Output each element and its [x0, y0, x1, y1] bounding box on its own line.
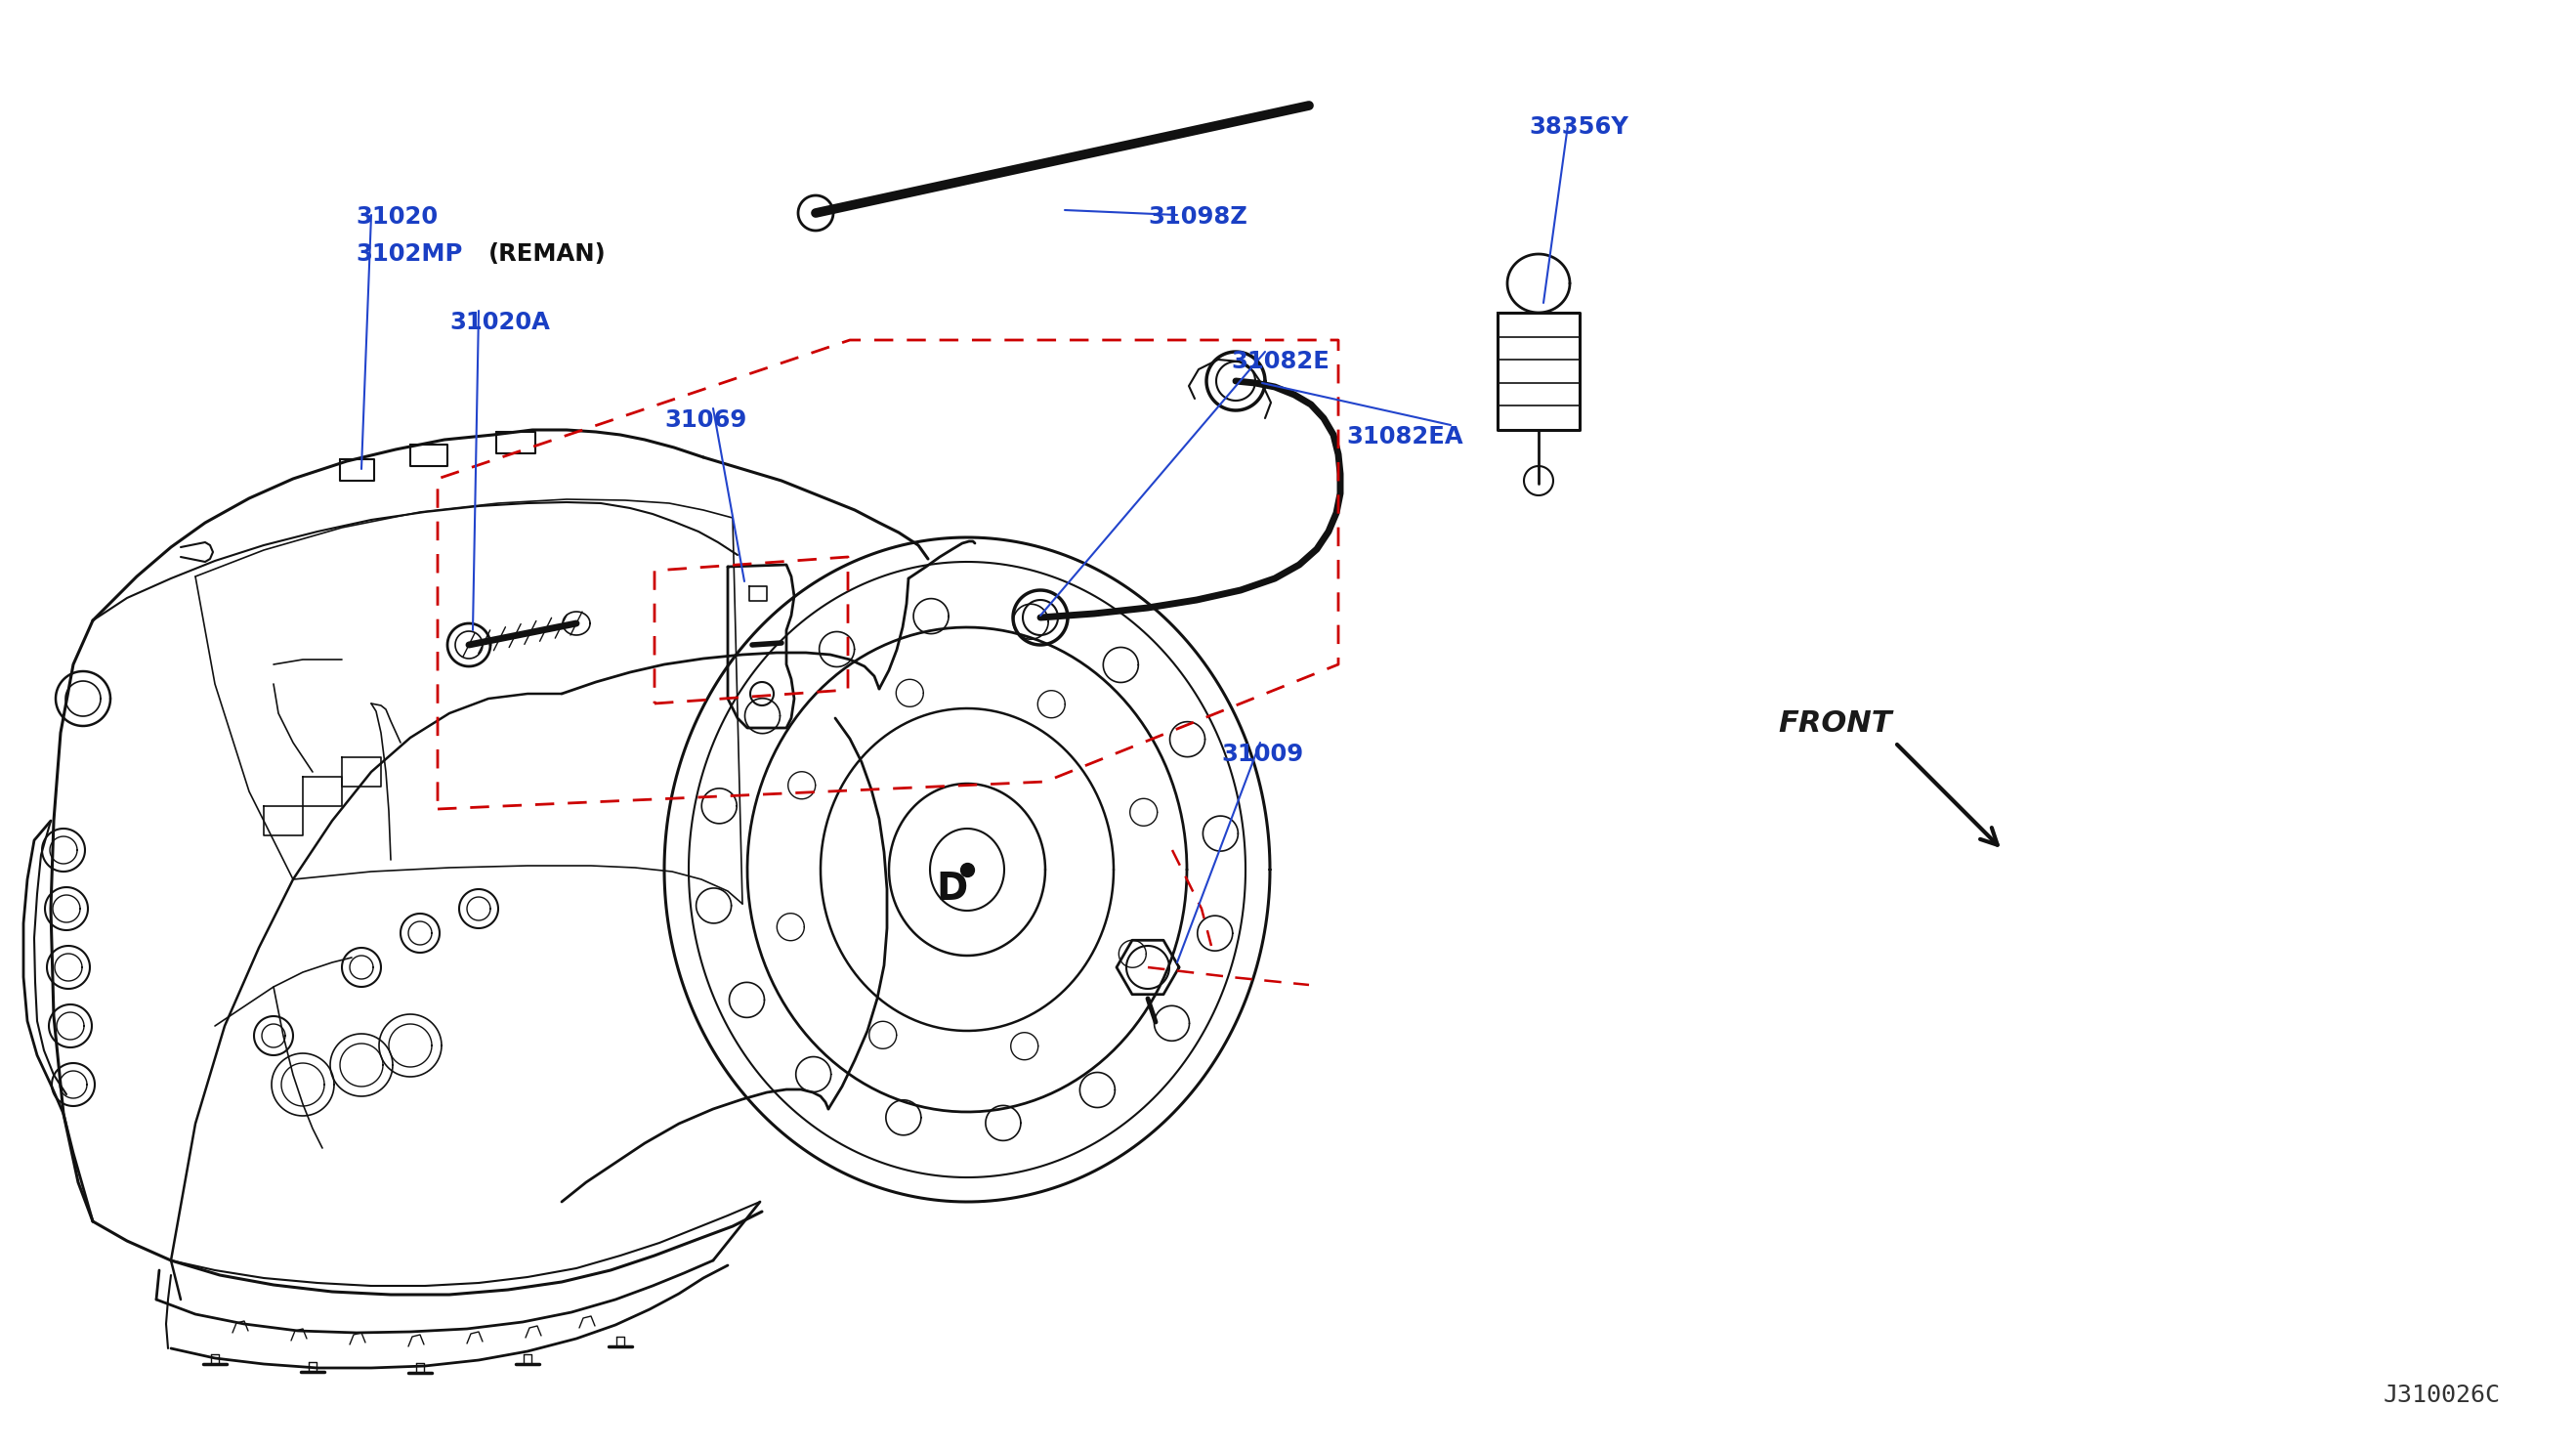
Text: 31020: 31020 [355, 206, 438, 229]
Text: 31082E: 31082E [1231, 349, 1329, 373]
Text: 31069: 31069 [665, 409, 747, 432]
Text: (REMAN): (REMAN) [489, 242, 605, 265]
Text: FRONT: FRONT [1777, 709, 1891, 737]
Text: 38356Y: 38356Y [1528, 116, 1628, 139]
Text: J310026C: J310026C [2383, 1383, 2501, 1406]
Text: 31098Z: 31098Z [1149, 206, 1247, 229]
Text: 3102MP: 3102MP [355, 242, 464, 265]
Text: 31020A: 31020A [448, 310, 549, 334]
Text: 31082EA: 31082EA [1347, 425, 1463, 448]
Text: D: D [938, 870, 969, 908]
Text: 31009: 31009 [1221, 742, 1303, 766]
